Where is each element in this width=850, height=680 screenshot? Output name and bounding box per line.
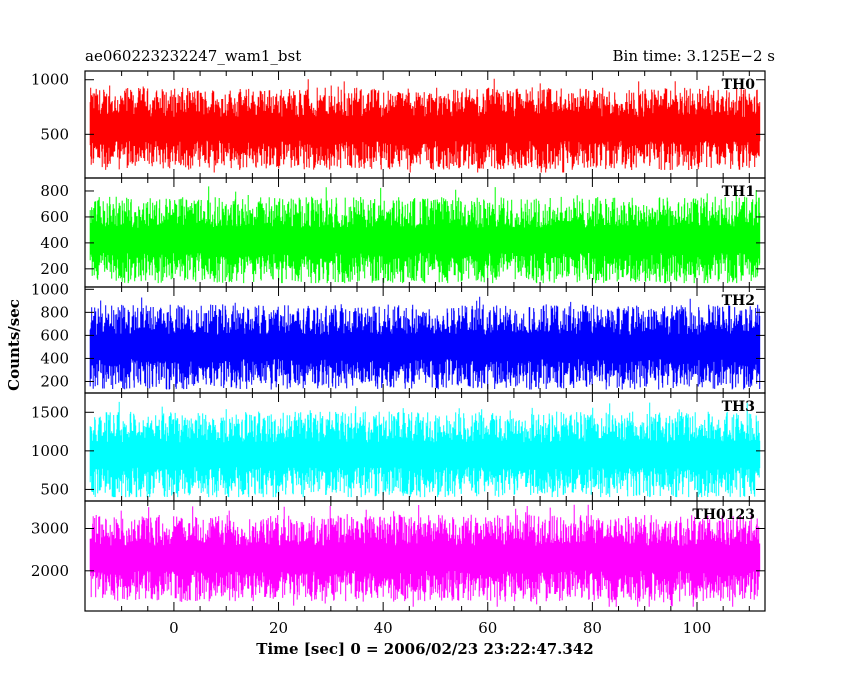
bin-time-label: Bin time: 3.125E−2 s <box>613 47 775 65</box>
panel-th3: 500 1000 1500 TH3 <box>31 392 766 502</box>
x-tick-label: 40 <box>374 619 393 637</box>
y-tick-label: 400 <box>40 234 69 252</box>
panel-label-th2: TH2 <box>722 293 755 309</box>
panel-group: 500 1000 TH0 200 400 600 800 TH1 200 400 600 800 100… <box>31 70 766 612</box>
series-th0123-line <box>89 504 761 607</box>
y-tick-label: 500 <box>40 125 69 143</box>
series-th0-line <box>89 78 761 173</box>
y-tick-label: 3000 <box>31 520 69 538</box>
y-tick-label: 600 <box>40 326 69 344</box>
panel-th1: 200 400 600 800 TH1 <box>40 177 766 288</box>
y-tick-label: 600 <box>40 208 69 226</box>
y-tick-label: 1000 <box>31 280 69 298</box>
y-tick-label: 500 <box>40 480 69 498</box>
x-tick-label: 20 <box>269 619 288 637</box>
panel-label-th1: TH1 <box>722 184 755 200</box>
panel-label-th3: TH3 <box>722 399 755 415</box>
panel-label-th0: TH0 <box>722 77 756 93</box>
y-tick-label: 200 <box>40 372 69 390</box>
series-th3-line <box>89 401 761 498</box>
y-tick-label: 2000 <box>31 562 69 580</box>
plot-title: ae060223232247_wam1_bst <box>85 47 301 65</box>
panel-label-th0123: TH0123 <box>692 507 755 523</box>
y-tick-label: 1000 <box>31 71 69 89</box>
y-tick-label: 400 <box>40 349 69 367</box>
panel-th0123: 2000 3000 TH0123 <box>31 500 766 612</box>
panel-th0: 500 1000 TH0 <box>31 70 766 179</box>
series-th1-line <box>89 186 761 284</box>
x-tick-label: 60 <box>478 619 497 637</box>
y-tick-label: 800 <box>40 303 69 321</box>
y-tick-label: 1500 <box>31 403 69 421</box>
y-tick-label: 200 <box>40 260 69 278</box>
y-tick-label: 1000 <box>31 442 69 460</box>
x-axis-title: Time [sec] 0 = 2006/02/23 23:22:47.342 <box>256 640 593 658</box>
x-tick-label: 100 <box>683 619 712 637</box>
panel-th2: 200 400 600 800 1000 TH2 <box>31 280 766 394</box>
series-th2-line <box>89 296 761 390</box>
y-axis-title: Counts/sec <box>5 299 23 391</box>
y-tick-label: 800 <box>40 182 69 200</box>
x-tick-label: 80 <box>583 619 602 637</box>
panel-frame <box>84 500 766 612</box>
x-axis: 0 20 40 60 80 100 <box>169 619 711 637</box>
x-tick-label: 0 <box>169 619 179 637</box>
